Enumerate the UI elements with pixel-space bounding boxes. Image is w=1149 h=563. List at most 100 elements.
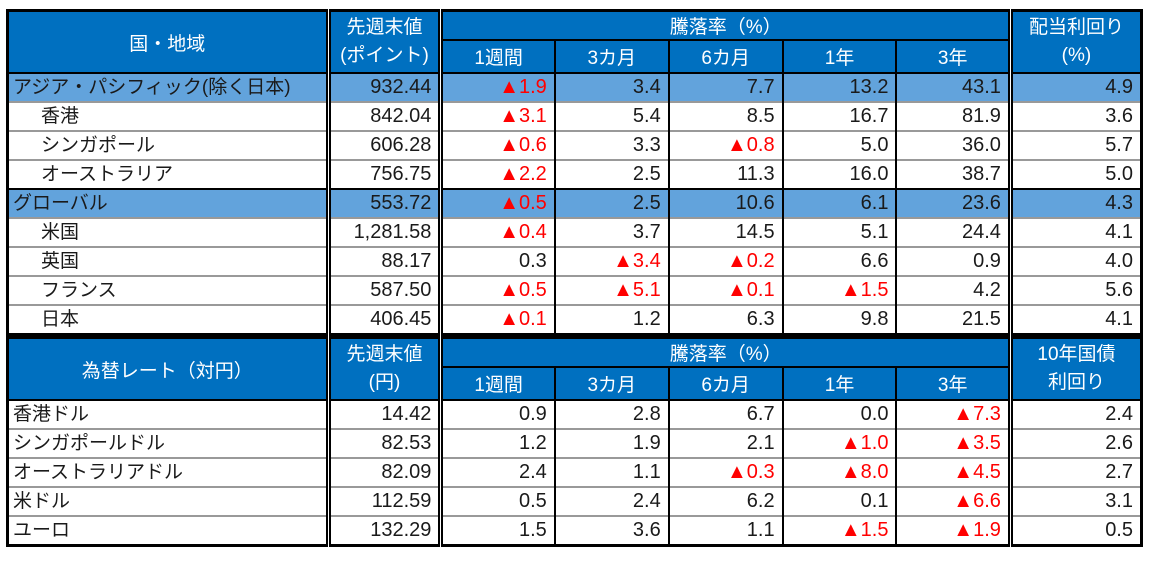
table-row: シンガポール 606.28 ▲0.6 3.3 ▲0.8 5.0 36.0 5.7 (7, 130, 1142, 160)
last-week-value-cell: 406.45 (325, 304, 441, 335)
change-rate-cell: 1.9 (553, 428, 669, 458)
last-week-value-cell: 842.04 (325, 101, 441, 131)
change-rate-cell: 38.7 (895, 159, 1011, 189)
yield-cell: 2.6 (1007, 428, 1142, 458)
col-header-last-week-value-yen-line1: 先週末値 (346, 344, 423, 365)
last-week-value-cell: 82.53 (325, 428, 441, 458)
change-rate-cell: ▲7.3 (895, 399, 1011, 429)
change-rate-cell: 6.6 (781, 246, 897, 276)
table-row: 香港ドル 14.42 0.9 2.8 6.7 0.0 ▲7.3 2.4 (7, 399, 1142, 429)
change-rate-cell: 2.5 (553, 159, 669, 189)
col-header-10y-bond-yield: 10年国債 利回り (1007, 337, 1142, 400)
change-rate-cell: 11.3 (667, 159, 783, 189)
last-week-value-cell: 756.75 (325, 159, 441, 189)
yield-cell: 2.7 (1007, 457, 1142, 487)
row-label: オーストラリア (7, 159, 329, 189)
change-rate-cell: 5.0 (781, 130, 897, 160)
col-header-3month: 3カ月 (553, 40, 669, 74)
row-label: 米ドル (7, 486, 329, 516)
row-label: シンガポールドル (7, 428, 329, 458)
change-rate-cell: 0.0 (781, 399, 897, 429)
col-header-fx-rate: 為替レート（対円） (7, 337, 329, 400)
col-header-3month-fx: 3カ月 (553, 367, 669, 401)
yield-cell: 5.7 (1007, 130, 1142, 160)
change-rate-cell: 9.8 (781, 304, 897, 335)
change-rate-cell: 10.6 (667, 188, 783, 218)
change-rate-cell: 5.1 (781, 217, 897, 247)
table-row: グローバル 553.72 ▲0.5 2.5 10.6 6.1 23.6 4.3 (7, 188, 1142, 218)
last-week-value-cell: 88.17 (325, 246, 441, 276)
row-label: オーストラリアドル (7, 457, 329, 487)
row-label: グローバル (7, 188, 329, 218)
change-rate-cell: 0.9 (895, 246, 1011, 276)
row-label: 日本 (7, 304, 329, 335)
change-rate-cell: 3.6 (553, 515, 669, 546)
table-row: オーストラリア 756.75 ▲2.2 2.5 11.3 16.0 38.7 5.0 (7, 159, 1142, 189)
change-rate-cell: ▲4.5 (895, 457, 1011, 487)
col-header-6month: 6カ月 (667, 40, 783, 74)
col-header-last-week-value-line1: 先週末値 (346, 17, 423, 38)
change-rate-cell: 1.5 (438, 515, 555, 546)
col-header-region: 国・地域 (7, 10, 329, 73)
change-rate-cell: ▲3.5 (895, 428, 1011, 458)
change-rate-cell: ▲6.6 (895, 486, 1011, 516)
change-rate-cell: 14.5 (667, 217, 783, 247)
change-rate-cell: 1.1 (667, 515, 783, 546)
change-rate-cell: ▲1.5 (781, 275, 897, 305)
last-week-value-cell: 1,281.58 (325, 217, 441, 247)
change-rate-cell: 0.1 (781, 486, 897, 516)
change-rate-cell: 7.7 (667, 72, 783, 102)
col-header-dividend-yield-line2: (%) (1061, 45, 1092, 66)
col-header-3year: 3年 (895, 40, 1011, 74)
table-row: アジア・パシフィック(除く日本) 932.44 ▲1.9 3.4 7.7 13.2 43.1… (7, 72, 1142, 102)
row-label: 米国 (7, 217, 329, 247)
yield-cell: 4.3 (1007, 188, 1142, 218)
last-week-value-cell: 14.42 (325, 399, 441, 429)
yield-cell: 4.1 (1007, 304, 1142, 335)
yield-cell: 5.0 (1007, 159, 1142, 189)
change-rate-cell: 21.5 (895, 304, 1011, 335)
change-rate-cell: 2.1 (667, 428, 783, 458)
last-week-value-cell: 932.44 (325, 72, 441, 102)
row-label: 香港ドル (7, 399, 329, 429)
table-row: オーストラリアドル 82.09 2.4 1.1 ▲0.3 ▲8.0 ▲4.5 2.7 (7, 457, 1142, 487)
table-row: ユーロ 132.29 1.5 3.6 1.1 ▲1.5 ▲1.9 0.5 (7, 515, 1142, 546)
region-index-table-header: 国・地域 先週末値 (ポイント) 騰落率（%） 配当利回り (%) 1週間 3カ… (7, 10, 1142, 74)
yield-cell: 5.6 (1007, 275, 1142, 305)
change-rate-cell: 2.5 (553, 188, 669, 218)
region-index-table-body: アジア・パシフィック(除く日本) 932.44 ▲1.9 3.4 7.7 13.2 43.1… (7, 72, 1142, 335)
change-rate-cell: ▲0.5 (438, 188, 555, 218)
change-rate-cell: 24.4 (895, 217, 1011, 247)
region-index-table: 国・地域 先週末値 (ポイント) 騰落率（%） 配当利回り (%) 1週間 3カ… (6, 9, 1143, 336)
col-header-change-rate-band: 騰落率（%） (438, 10, 1011, 41)
col-header-last-week-value-line2: (ポイント) (340, 45, 429, 66)
change-rate-cell: ▲5.1 (553, 275, 669, 305)
change-rate-cell: ▲0.4 (438, 217, 555, 247)
change-rate-cell: 1.2 (438, 428, 555, 458)
change-rate-cell: 16.7 (781, 101, 897, 131)
change-rate-cell: ▲8.0 (781, 457, 897, 487)
change-rate-cell: 6.7 (667, 399, 783, 429)
col-header-last-week-value: 先週末値 (ポイント) (325, 10, 441, 73)
col-header-10y-bond-yield-line2: 利回り (1047, 372, 1105, 393)
change-rate-cell: 43.1 (895, 72, 1011, 102)
change-rate-cell: ▲0.1 (667, 275, 783, 305)
change-rate-cell: 1.1 (553, 457, 669, 487)
change-rate-cell: 6.2 (667, 486, 783, 516)
change-rate-cell: ▲0.1 (438, 304, 555, 335)
change-rate-cell: 0.3 (438, 246, 555, 276)
last-week-value-cell: 132.29 (325, 515, 441, 546)
change-rate-cell: ▲2.2 (438, 159, 555, 189)
col-header-change-rate-band-fx: 騰落率（%） (438, 337, 1011, 368)
col-header-last-week-value-yen: 先週末値 (円) (325, 337, 441, 400)
report-tables: 国・地域 先週末値 (ポイント) 騰落率（%） 配当利回り (%) 1週間 3カ… (6, 9, 1143, 547)
yield-cell: 0.5 (1007, 515, 1142, 546)
change-rate-cell: ▲3.1 (438, 101, 555, 131)
table-row: 英国 88.17 0.3 ▲3.4 ▲0.2 6.6 0.9 4.0 (7, 246, 1142, 276)
row-label: 香港 (7, 101, 329, 131)
row-label: シンガポール (7, 130, 329, 160)
yield-cell: 2.4 (1007, 399, 1142, 429)
change-rate-cell: 3.4 (553, 72, 669, 102)
row-label: フランス (7, 275, 329, 305)
